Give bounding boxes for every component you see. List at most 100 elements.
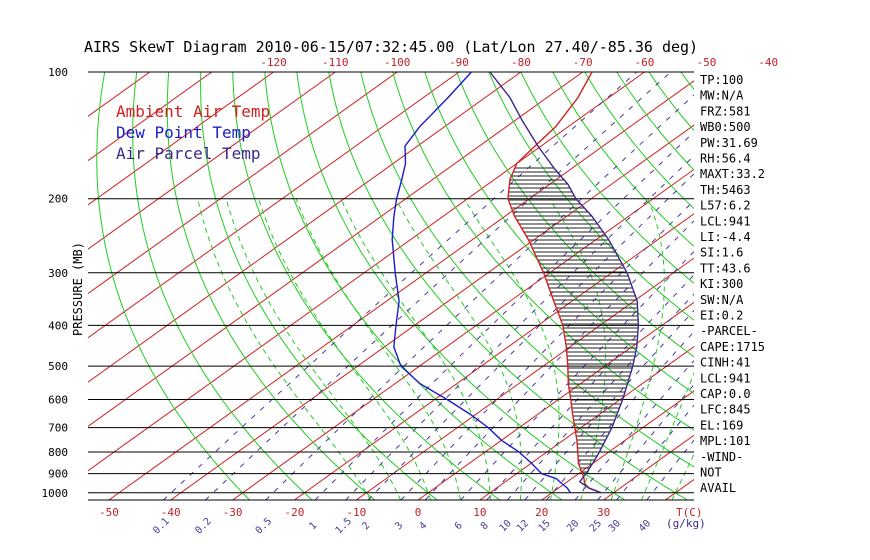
bottom-temp-tick-label: 20 xyxy=(535,506,548,519)
mixing-ratio-unit-label: (g/kg) xyxy=(666,517,706,530)
moist-adiabat-line xyxy=(295,198,461,500)
mixing-ratio-label: 20 xyxy=(565,518,581,534)
stability-index-line: LCL:941 xyxy=(700,371,751,385)
dry-adiabat-line xyxy=(552,72,694,247)
cape-hatch-area xyxy=(508,167,639,477)
stability-index-line: TT:43.6 xyxy=(700,261,751,275)
mixing-ratio-line xyxy=(486,274,694,500)
stability-index-line: MAXT:33.2 xyxy=(700,167,765,181)
pressure-tick-label: 100 xyxy=(48,66,68,79)
mixing-ratio-labels: 0.1 0.2 0.5 1 1.5 2 3 4 6 8 10 12 15 20 25 30 40 xyxy=(151,516,653,537)
stability-index-line: CAP:0.0 xyxy=(700,387,751,401)
mixing-ratio-line xyxy=(205,72,672,500)
stability-index-line: SI:1.6 xyxy=(700,246,743,260)
top-temp-tick-label: -100 xyxy=(384,56,411,69)
pressure-tick-label: 600 xyxy=(48,394,68,407)
isotherm-line xyxy=(417,301,694,500)
mixing-ratio-line xyxy=(460,250,694,500)
mixing-ratio-label: 6 xyxy=(453,520,465,532)
mixing-ratio-label: 25 xyxy=(588,518,604,534)
stability-index-line: MW:N/A xyxy=(700,89,744,103)
stability-index-line: EI:0.2 xyxy=(700,309,743,323)
chart-title: AIRS SkewT Diagram 2010-06-15/07:32:45.0… xyxy=(84,38,698,56)
isotherm-lines xyxy=(0,72,694,500)
stability-index-line: -PARCEL- xyxy=(700,324,758,338)
stability-index-line: CAPE:1715 xyxy=(700,340,765,354)
stability-index-line: WB0:500 xyxy=(700,120,751,134)
moist-adiabat-line xyxy=(463,198,560,500)
top-temp-tick-label: -120 xyxy=(260,56,287,69)
moist-adiabat-line xyxy=(225,198,402,500)
mixing-ratio-line xyxy=(507,293,694,500)
mixing-ratio-label: 0.1 xyxy=(151,516,172,537)
series-line xyxy=(391,72,571,494)
mixing-ratio-line xyxy=(367,173,694,500)
mixing-ratio-line xyxy=(265,94,694,500)
stability-index-line: RH:56.4 xyxy=(700,152,751,166)
y-axis-label: PRESSURE (MB) xyxy=(71,242,85,336)
pressure-tick-labels: 100 200 300 400 500 600 700 800 900 1000 xyxy=(42,66,69,500)
mixing-ratio-label: 3 xyxy=(393,520,405,532)
mixing-ratio-line xyxy=(314,131,694,500)
stability-index-line: FRZ:581 xyxy=(700,104,751,118)
stability-index-line: L57:6.2 xyxy=(700,199,751,213)
moist-adiabat-line xyxy=(340,198,491,500)
x-axis-unit-label: T(C) xyxy=(676,506,703,519)
bottom-temp-tick-label: 10 xyxy=(473,506,486,519)
isotherm-line xyxy=(108,80,694,500)
moist-adiabat-line xyxy=(395,198,522,500)
dry-adiabat-line xyxy=(392,72,694,431)
legend-entry: Ambient Air Temp xyxy=(116,102,270,121)
legend: Ambient Air Temp Dew Point Temp Air Parcel… xyxy=(116,102,270,163)
dry-adiabat-line xyxy=(360,72,694,468)
mixing-ratio-line xyxy=(597,383,694,500)
mixing-ratio-line xyxy=(616,404,694,500)
pressure-tick-label: 800 xyxy=(48,446,68,459)
top-temp-tick-label: -70 xyxy=(573,56,593,69)
moist-adiabat-line xyxy=(610,198,665,500)
stability-index-line: KI:300 xyxy=(700,277,743,291)
stability-index-line: LFC:845 xyxy=(700,403,751,417)
stability-index-line: NOT xyxy=(700,466,722,480)
stability-index-line: SW:N/A xyxy=(700,293,744,307)
pressure-tick-label: 400 xyxy=(48,319,68,332)
stability-index-line: PW:31.69 xyxy=(700,136,758,150)
mixing-ratio-label: 1 xyxy=(307,520,319,532)
top-temp-tick-label: -90 xyxy=(449,56,469,69)
mixing-ratio-label: 1.5 xyxy=(334,516,355,537)
stability-index-line: -WIND- xyxy=(700,450,743,464)
mixing-ratio-label: 40 xyxy=(637,518,653,534)
isotherm-line xyxy=(88,72,398,295)
dry-adiabat-line xyxy=(200,72,438,500)
mixing-ratio-label: 10 xyxy=(498,518,514,534)
pressure-tick-label: 300 xyxy=(48,267,68,280)
stability-index-line: LCL:941 xyxy=(700,214,751,228)
dry-adiabat-line xyxy=(745,72,870,500)
dry-adiabat-line xyxy=(648,72,694,132)
isotherm-line xyxy=(232,168,694,500)
isotherm-line xyxy=(356,257,694,500)
mixing-ratio-line xyxy=(646,439,694,500)
mixing-ratio-line xyxy=(574,359,694,500)
isotherm-line xyxy=(0,72,26,500)
mixing-ratio-lines xyxy=(162,72,694,500)
mixing-ratio-label: 0.5 xyxy=(254,516,275,537)
bottom-temp-tick-label: -50 xyxy=(99,506,119,519)
isotherm-line xyxy=(88,72,274,206)
top-temp-tick-label: -40 xyxy=(758,56,778,69)
pressure-tick-label: 700 xyxy=(48,422,68,435)
mixing-ratio-label: 30 xyxy=(607,518,623,534)
isotherm-line xyxy=(170,124,694,500)
mixing-ratio-label: 15 xyxy=(537,518,553,534)
isotherm-line xyxy=(88,72,645,472)
mixing-ratio-line xyxy=(424,220,694,500)
isotherm-line xyxy=(665,478,694,500)
bottom-temp-tick-label: -20 xyxy=(284,506,304,519)
top-temp-tick-label: -60 xyxy=(635,56,655,69)
stability-index-line: TH:5463 xyxy=(700,183,751,197)
stability-index-line: AVAIL xyxy=(700,481,736,495)
top-temp-tick-label: -110 xyxy=(322,56,349,69)
pressure-tick-label: 1000 xyxy=(42,487,69,500)
